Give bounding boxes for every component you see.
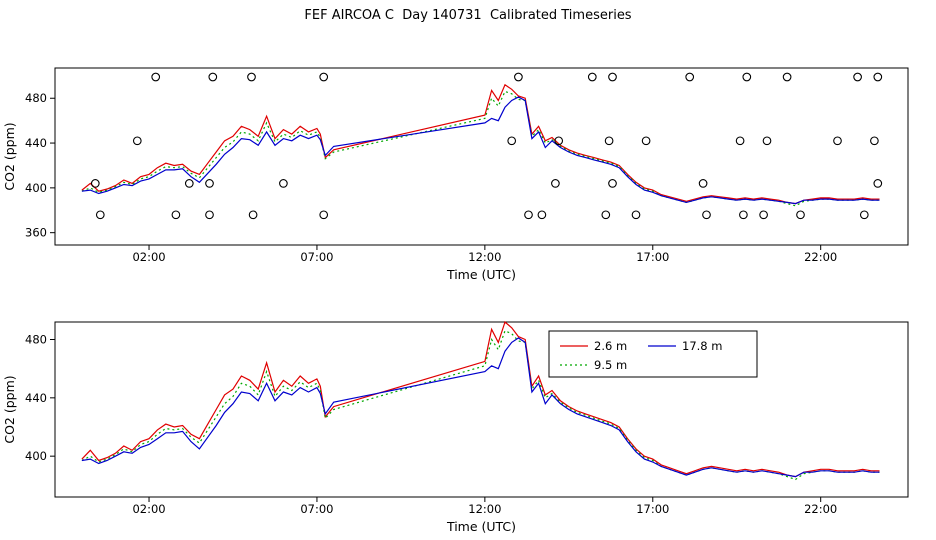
calibration-marker-circle: [319, 210, 329, 220]
calibration-marker-circle: [759, 210, 768, 220]
x-tick-label: 07:00: [300, 502, 333, 516]
legend-label: 2.6 m: [594, 339, 627, 353]
y-tick-label: 400: [25, 181, 47, 195]
calibration-marker-circle: [208, 72, 218, 82]
calibration-marker-circle: [184, 179, 194, 188]
calibration-marker-circle: [319, 72, 329, 82]
series-line-17.8m: [81, 337, 880, 478]
y-tick-label: 480: [25, 91, 47, 105]
legend-box: [548, 330, 758, 378]
calibration-marker-circle: [205, 179, 214, 188]
plot-border: [54, 321, 909, 498]
x-tick-label: 22:00: [804, 250, 837, 264]
calibration-marker-circle: [551, 179, 560, 188]
calibration-marker-circle: [132, 136, 142, 146]
x-tick-label: 02:00: [132, 250, 165, 264]
calibration-marker-circle: [95, 210, 105, 220]
calibration-marker-circle: [507, 136, 517, 146]
calibration-marker-circle: [782, 72, 792, 82]
x-axis-title: Time (UTC): [446, 519, 516, 534]
calibration-marker-circle: [604, 136, 614, 146]
calibration-marker-circle: [90, 179, 100, 188]
y-tick-label: 400: [25, 449, 47, 463]
x-tick-label: 17:00: [636, 502, 669, 516]
y-axis-title: CO2 (ppm): [2, 375, 17, 443]
series-line-9.5m: [81, 329, 880, 481]
calibration-marker-circle: [514, 72, 523, 82]
legend-label: 9.5 m: [594, 358, 627, 372]
legend-label: 17.8 m: [682, 339, 722, 353]
y-axis-title: CO2 (ppm): [2, 122, 17, 190]
x-tick-label: 07:00: [300, 250, 333, 264]
top-panel-chart: 02:00 07:00 12:00 17:00 22:00 360 400 440 480 Tim…: [2, 67, 909, 282]
calibration-marker-circle: [205, 210, 214, 220]
calibration-marker-circle: [279, 179, 288, 188]
calibration-marker-circle: [873, 179, 883, 188]
calibration-marker-circle: [796, 210, 805, 220]
x-tick-label: 12:00: [468, 502, 501, 516]
chart-title: FEF AIRCOA C Day 140731 Calibrated Times…: [304, 8, 632, 23]
x-tick-label: 02:00: [132, 502, 165, 516]
calibration-marker-circle: [739, 210, 748, 220]
calibration-marker-circle: [762, 136, 772, 146]
calibration-marker-circle: [537, 210, 547, 220]
y-tick-label: 480: [25, 333, 47, 347]
y-tick-label: 440: [25, 391, 47, 405]
x-axis-title: Time (UTC): [446, 267, 516, 282]
plot-border: [54, 67, 909, 246]
calibration-marker-circle: [698, 179, 708, 188]
x-tick-label: 17:00: [636, 250, 669, 264]
calibration-marker-circle: [873, 72, 883, 82]
calibration-marker-circle: [702, 210, 711, 220]
calibration-marker-circle: [608, 72, 617, 82]
calibration-marker-circle: [247, 72, 256, 82]
calibration-marker-circle: [601, 210, 611, 220]
calibration-marker-circle: [641, 136, 651, 146]
calibration-marker-circle: [685, 72, 695, 82]
bottom-panel-chart: 02:00 07:00 12:00 17:00 22:00 400 440 480 Time (…: [2, 320, 909, 534]
calibration-marker-circle: [735, 136, 745, 146]
series-line-2.6m: [81, 83, 880, 205]
calibration-marker-circle: [151, 72, 161, 82]
calibration-marker-circle: [171, 210, 181, 220]
x-tick-label: 22:00: [804, 502, 837, 516]
series-line-17.8m: [81, 96, 880, 205]
calibration-marker-circle: [554, 136, 564, 146]
series-line-9.5m: [81, 90, 880, 207]
y-tick-label: 360: [25, 226, 47, 240]
x-tick-label: 12:00: [468, 250, 501, 264]
calibration-marker-circle: [587, 72, 597, 82]
calibration-marker-circle: [859, 210, 869, 220]
calibration-marker-circle: [524, 210, 533, 220]
calibration-marker-circle: [608, 179, 617, 188]
calibration-marker-circle: [870, 136, 879, 146]
calibration-marker-circle: [853, 72, 862, 82]
series-line-2.6m: [81, 320, 880, 478]
calibration-marker-circle: [742, 72, 752, 82]
y-tick-label: 440: [25, 136, 47, 150]
calibration-marker-circle: [248, 210, 258, 220]
calibration-marker-circle: [631, 210, 641, 220]
calibration-marker-circle: [833, 136, 842, 146]
